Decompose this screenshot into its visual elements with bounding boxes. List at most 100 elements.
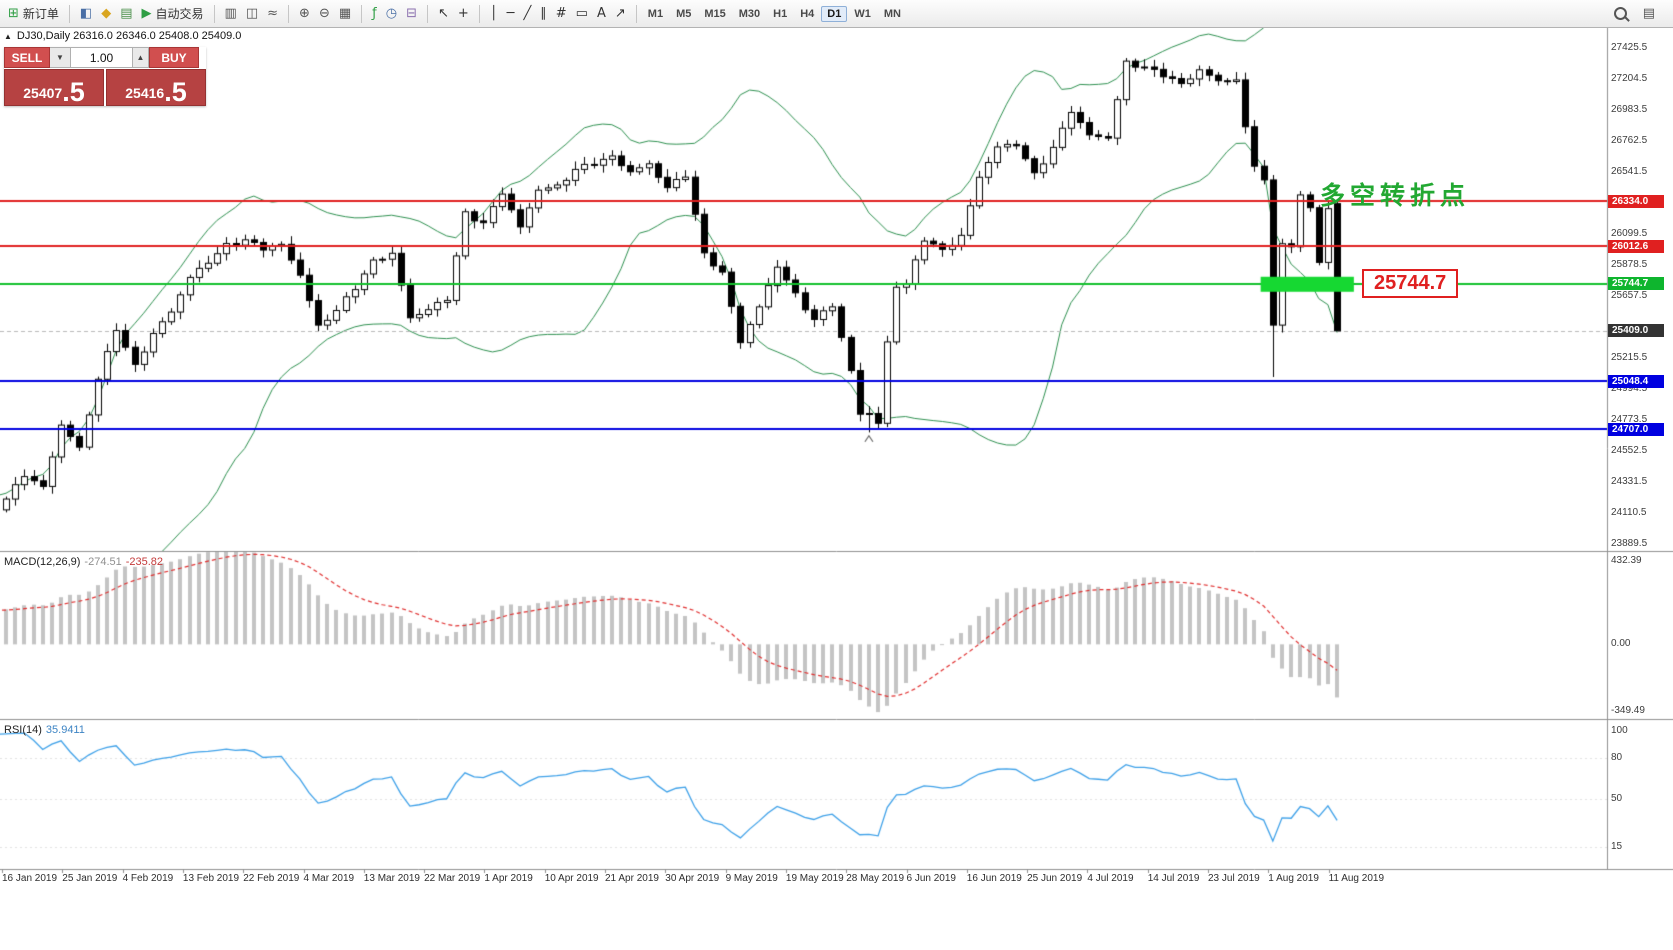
text-icon[interactable]: A — [593, 5, 610, 22]
text-icon: A — [596, 6, 606, 21]
date-label: 10 Apr 2019 — [544, 873, 599, 884]
chart-canvas[interactable] — [0, 28, 1673, 950]
shapes-icon: ▭ — [575, 6, 588, 21]
toolbar-separator — [426, 4, 428, 23]
date-label: 28 May 2019 — [846, 873, 905, 884]
new-order-button[interactable]: ⊞ 新订单 — [4, 3, 63, 24]
crosshair-icon[interactable]: + — [454, 5, 473, 22]
toolbar-separator — [478, 4, 480, 23]
date-label: 11 Aug 2019 — [1328, 873, 1385, 884]
autotrade-button-label: 自动交易 — [155, 7, 204, 21]
date-label: 25 Jun 2019 — [1027, 873, 1083, 884]
price-axis-tick: 27204.5 — [1611, 73, 1648, 84]
sell-price-main: 25407 — [23, 85, 63, 101]
channel-icon[interactable]: ∥ — [536, 5, 551, 22]
volume-decrease-button[interactable]: ▼ — [50, 47, 71, 68]
buy-price-button[interactable]: 25416.5 — [106, 69, 206, 106]
chart-window: ▲ DJ30,Daily 26316.0 26346.0 25408.0 254… — [0, 28, 1673, 950]
macd-pane-label: MACD(12,26,9) -274.51 -235.82 — [4, 556, 163, 568]
tile-windows-icon[interactable]: ▦ — [335, 5, 355, 22]
symbol-search-icon[interactable] — [1610, 5, 1631, 22]
navigator-icon[interactable]: ◆ — [97, 5, 115, 22]
date-label: 13 Mar 2019 — [363, 873, 420, 884]
price-axis-tick: 26762.5 — [1611, 135, 1648, 146]
periods-icon: ◷ — [385, 6, 398, 21]
price-axis-tick: 25215.5 — [1611, 352, 1648, 363]
buy-price-pips: .5 — [164, 76, 187, 107]
rsi-pane-label: RSI(14) 35.9411 — [4, 724, 85, 736]
date-label: 4 Jul 2019 — [1087, 873, 1134, 884]
navigator-icon: ◆ — [101, 6, 112, 21]
bar-chart-icon[interactable]: ▥ — [221, 5, 241, 22]
zoom-in-icon[interactable]: ⊕ — [295, 5, 314, 22]
date-label: 30 Apr 2019 — [665, 873, 720, 884]
date-label: 4 Feb 2019 — [122, 873, 174, 884]
new-order-button-label: 新订单 — [22, 7, 59, 21]
candlestick-chart-icon[interactable]: ◫ — [242, 5, 262, 22]
zoom-in-icon: ⊕ — [299, 6, 310, 21]
volume-input[interactable] — [71, 47, 133, 68]
shapes-icon[interactable]: ▭ — [572, 5, 592, 22]
macd-axis-tick: 0.00 — [1611, 638, 1631, 650]
rsi-value: 35.9411 — [45, 724, 85, 736]
volume-increase-button[interactable]: ▲ — [133, 47, 149, 68]
date-label: 19 May 2019 — [785, 873, 844, 884]
fibonacci-icon[interactable]: # — [552, 5, 571, 22]
price-level-label: 25048.4 — [1608, 374, 1664, 388]
horizontal-line-icon[interactable]: ─ — [503, 5, 519, 22]
zoom-out-icon[interactable]: ⊖ — [315, 5, 334, 22]
collapse-panel-icon[interactable]: ▲ — [4, 31, 12, 41]
date-label: 16 Jan 2019 — [2, 873, 58, 884]
trendline-icon[interactable]: ╱ — [519, 5, 535, 22]
periods-icon[interactable]: ◷ — [382, 5, 401, 22]
rsi-axis-tick: 50 — [1611, 793, 1623, 805]
templates-icon[interactable]: ⊟ — [402, 5, 421, 22]
line-chart-icon[interactable]: ≈ — [263, 5, 282, 22]
price-axis-tick: 25878.5 — [1611, 259, 1648, 270]
timeframe-h4-button[interactable]: H4 — [800, 7, 815, 20]
date-label: 4 Mar 2019 — [303, 873, 355, 884]
price-axis-tick: 26099.5 — [1611, 228, 1648, 239]
data-window-icon[interactable]: ▤ — [116, 5, 136, 22]
rsi-axis-tick: 80 — [1611, 752, 1623, 764]
fibonacci-icon: # — [555, 6, 567, 21]
price-level-label: 25744.7 — [1608, 277, 1664, 291]
timeframe-m30-button[interactable]: M30 — [738, 7, 761, 20]
timeframe-h1-button[interactable]: H1 — [773, 7, 788, 20]
indicators-icon[interactable]: ƒ — [368, 5, 381, 22]
channel-icon: ∥ — [540, 6, 547, 21]
chart-annotation-text[interactable]: 多空转折点 — [1320, 182, 1471, 211]
highlight-price-label[interactable]: 25744.7 — [1362, 268, 1459, 298]
cursor-icon: ↖ — [437, 6, 449, 21]
arrows-icon[interactable]: ↗ — [611, 5, 630, 22]
symbol-search-icon — [1613, 7, 1627, 20]
timeframe-mn-button[interactable]: MN — [883, 7, 901, 20]
autotrade-button[interactable]: ▶ 自动交易 — [138, 3, 208, 24]
timeframe-w1-button[interactable]: W1 — [854, 7, 871, 20]
timeframe-d1-button[interactable]: D1 — [821, 5, 848, 22]
timeframe-m5-button[interactable]: M5 — [676, 7, 692, 20]
toolbar: ⊞ 新订单 ◧ ◆ ▤ ▶ 自动交易 ▥ ◫ ≈ ⊕ ⊖ ▦ ƒ ◷ ⊟ ↖ + │ ─ ╱ ∥ # ▭ A ↗ M1 M5 M15 M… — [0, 0, 1673, 28]
price-axis-tick: 26541.5 — [1611, 166, 1648, 177]
timeframe-m1-button[interactable]: M1 — [647, 7, 664, 20]
buy-button[interactable]: BUY — [149, 47, 199, 68]
date-label: 23 Jul 2019 — [1208, 873, 1260, 884]
sell-button[interactable]: SELL — [4, 47, 50, 68]
vertical-line-icon[interactable]: │ — [486, 5, 502, 22]
rsi-axis-tick: 15 — [1611, 840, 1623, 852]
timeframe-m15-button[interactable]: M15 — [704, 7, 726, 20]
price-axis-tick: 24552.5 — [1611, 445, 1648, 456]
macd-signal-value: -235.82 — [125, 556, 164, 568]
date-label: 14 Jul 2019 — [1147, 873, 1200, 884]
toolbar-separator — [361, 4, 363, 23]
price-level-label: 26334.0 — [1608, 194, 1664, 208]
chart-list-icon[interactable]: ▤ — [1639, 5, 1659, 22]
cursor-icon[interactable]: ↖ — [434, 5, 453, 22]
chart-list-icon: ▤ — [1642, 6, 1655, 21]
indicators-icon: ƒ — [372, 6, 377, 21]
price-axis-tick: 26983.5 — [1611, 104, 1648, 115]
sell-price-button[interactable]: 25407.5 — [4, 69, 104, 106]
market-watch-icon[interactable]: ◧ — [76, 5, 96, 22]
buy-price-main: 25416 — [125, 85, 165, 101]
rsi-name: RSI(14) — [4, 724, 42, 736]
